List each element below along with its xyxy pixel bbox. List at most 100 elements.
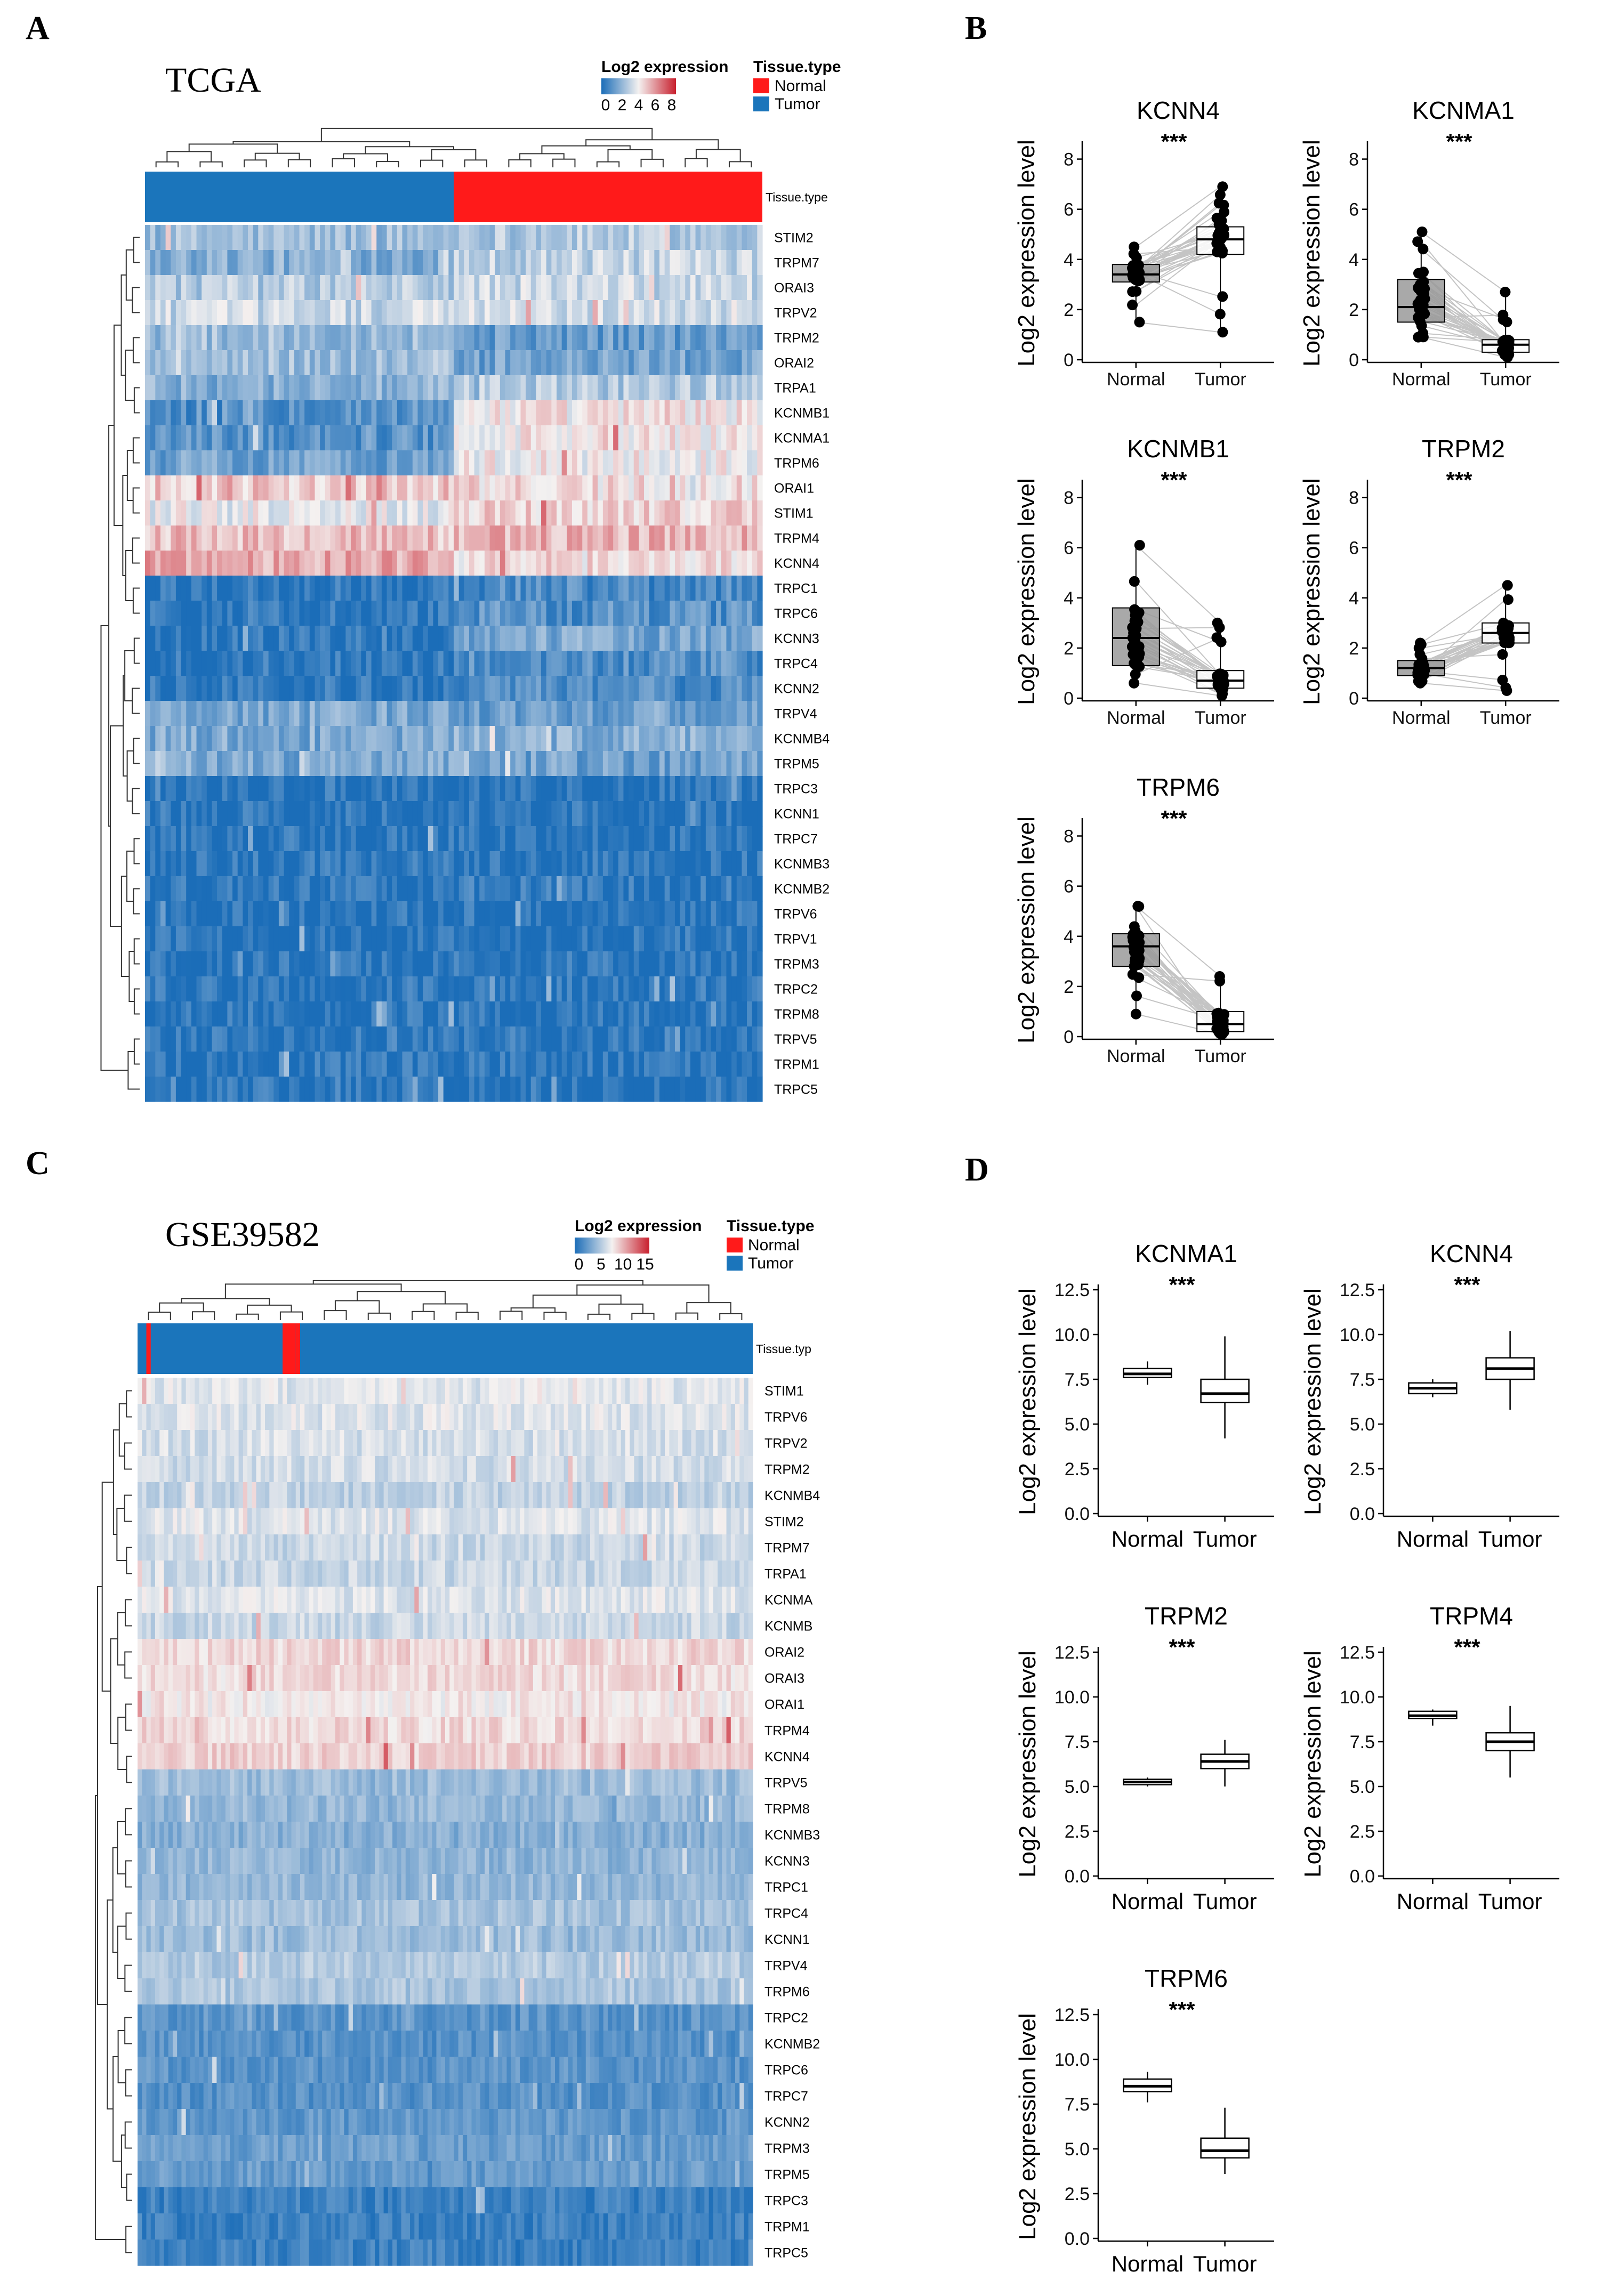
heatmap-cell — [320, 626, 326, 651]
heatmap-cell — [438, 951, 444, 977]
heatmap-cell — [500, 551, 506, 576]
heatmap-cell — [315, 851, 320, 877]
heatmap-cell — [701, 801, 706, 827]
heatmap-cell — [726, 350, 732, 376]
heatmap-cell — [366, 250, 372, 276]
heatmap-cell — [366, 851, 372, 877]
heatmap-cell — [304, 726, 310, 751]
heatmap-cell — [330, 726, 336, 751]
heatmap-cell — [526, 926, 532, 952]
heatmap-cell — [674, 701, 681, 726]
heatmap-cell — [747, 676, 753, 701]
heatmap-cell — [402, 576, 408, 601]
heatmap-cell — [387, 876, 392, 902]
heatmap-cell — [458, 951, 464, 977]
heatmap-cell — [520, 751, 526, 777]
heatmap-cell — [500, 951, 506, 977]
heatmap-cell — [330, 1026, 336, 1052]
dendrogram-branch — [412, 1311, 435, 1320]
heatmap-cell — [423, 1404, 428, 1430]
heatmap-cell — [340, 1001, 346, 1027]
heatmap-cell — [206, 375, 213, 401]
heatmap-cell — [289, 500, 295, 526]
heatmap-cell — [417, 976, 423, 1002]
heatmap-cell — [237, 526, 243, 551]
heatmap-cell — [171, 901, 176, 927]
heatmap-cell — [294, 300, 300, 326]
heatmap-cell — [345, 801, 351, 827]
heatmap-cell — [227, 275, 233, 301]
heatmap-cell — [448, 1077, 454, 1102]
heatmap-cell — [412, 751, 418, 777]
heatmap-cell — [335, 826, 341, 852]
heatmap-cell — [217, 1052, 223, 1077]
heatmap-cell — [375, 1456, 380, 1483]
heatmap-cell — [438, 325, 444, 351]
heatmap-cell — [742, 851, 747, 877]
heatmap-cell — [690, 651, 696, 676]
heatmap-cell — [642, 1430, 648, 1457]
heatmap-cell — [546, 1026, 552, 1052]
heatmap-cell — [268, 425, 274, 451]
dendrogram-branch — [166, 151, 212, 162]
heatmap-cell — [551, 350, 557, 376]
heatmap-cell — [674, 926, 681, 952]
heatmap-cell — [232, 1052, 238, 1077]
heatmap-cell — [222, 601, 228, 626]
heatmap-cell — [608, 651, 614, 676]
heatmap-cell — [351, 651, 357, 676]
heatmap-cell — [582, 576, 588, 601]
heatmap-cell — [295, 1404, 301, 1430]
heatmap-cell — [639, 1001, 645, 1027]
heatmap-cell — [212, 1456, 217, 1483]
heatmap-cell — [541, 976, 547, 1002]
heatmap-cell — [526, 250, 532, 276]
heatmap-cell — [268, 1077, 274, 1102]
heatmap-cell — [664, 450, 670, 476]
heatmap-cell — [542, 1430, 547, 1457]
heatmap-cell — [357, 1430, 362, 1457]
heatmap-cell — [757, 1026, 763, 1052]
heatmap-cell — [330, 500, 336, 526]
heatmap-cell — [345, 250, 351, 276]
heatmap-cell — [212, 801, 218, 827]
heatmap-cell — [528, 1404, 534, 1430]
heatmap-cell — [520, 976, 526, 1002]
heatmap-cell — [217, 701, 223, 726]
heatmap-cell — [592, 350, 598, 376]
heatmap-cell — [397, 851, 403, 877]
heatmap-cell — [186, 500, 192, 526]
heatmap-cell — [212, 601, 218, 626]
heatmap-cell — [237, 275, 243, 301]
heatmap-cell — [484, 475, 490, 501]
heatmap-cell — [433, 601, 439, 626]
heatmap-cell — [181, 951, 187, 977]
heatmap-cell — [489, 500, 495, 526]
heatmap-cell — [458, 751, 464, 777]
heatmap-cell — [199, 1482, 204, 1509]
heatmap-cell — [366, 801, 372, 827]
heatmap-cell — [258, 576, 264, 601]
heatmap-cell — [227, 826, 233, 852]
heatmap-cell — [546, 425, 552, 451]
heatmap-cell — [701, 926, 706, 952]
heatmap-cell — [287, 1404, 292, 1430]
heatmap-cell — [253, 876, 259, 902]
heatmap-cell — [299, 450, 305, 476]
heatmap-cell — [730, 1456, 736, 1483]
heatmap-cell — [407, 651, 413, 676]
heatmap-cell — [479, 976, 485, 1002]
heatmap-cell — [248, 275, 254, 301]
heatmap-cell — [320, 876, 326, 902]
heatmap-cell — [673, 1456, 679, 1483]
heatmap-cell — [366, 751, 372, 777]
heatmap-cell — [171, 701, 176, 726]
heatmap-cell — [495, 250, 501, 276]
heatmap-cell — [644, 901, 650, 927]
heatmap-cell — [203, 1456, 208, 1483]
heatmap-cell — [736, 250, 742, 276]
heatmap-cell — [273, 1456, 279, 1483]
heatmap-cell — [284, 526, 289, 551]
heatmap-cell — [608, 1052, 614, 1077]
heatmap-cell — [160, 776, 166, 802]
